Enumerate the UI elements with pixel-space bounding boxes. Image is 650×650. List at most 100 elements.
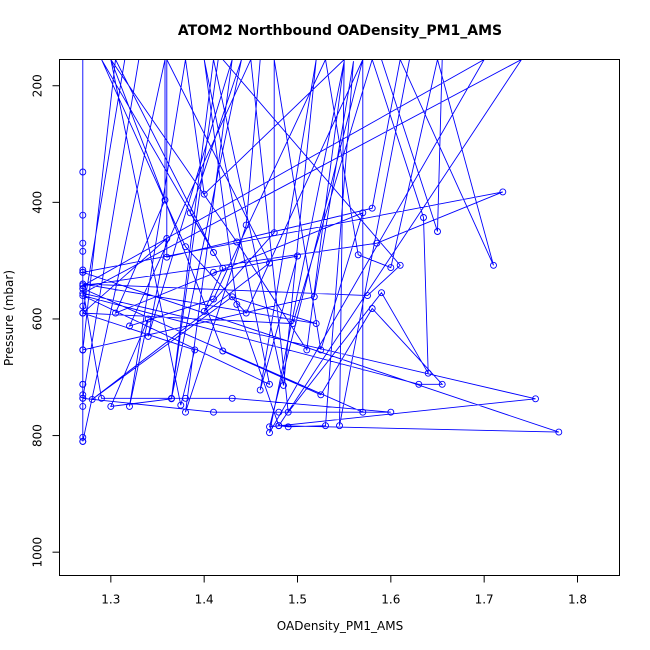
data-point: [186, 209, 194, 217]
plot-content: [79, 59, 563, 445]
data-point: [368, 305, 376, 312]
data-point: [336, 422, 343, 430]
data-point: [242, 309, 250, 317]
data-point: [168, 394, 175, 402]
data-point: [532, 395, 539, 403]
data-point: [256, 386, 264, 394]
data-point: [79, 239, 87, 247]
data-point: [396, 261, 404, 269]
data-point: [219, 264, 227, 272]
data-point: [210, 249, 217, 256]
data-point: [270, 229, 278, 237]
data-point: [79, 394, 87, 402]
data-point: [182, 394, 189, 402]
data-point: [359, 209, 367, 217]
data-point: [79, 391, 87, 399]
data-point: [228, 394, 236, 402]
data-point: [79, 282, 87, 290]
y-tick-label: 1000: [31, 537, 45, 568]
x-tick-label: 1.8: [568, 593, 587, 607]
data-point: [364, 292, 371, 300]
data-point: [79, 247, 87, 255]
data-point: [294, 252, 301, 260]
y-tick-label: 600: [31, 308, 45, 331]
data-point: [79, 380, 87, 388]
data-point: [322, 422, 329, 430]
data-point: [415, 380, 423, 388]
data-point: [79, 168, 87, 176]
x-tick-label: 1.4: [195, 593, 214, 607]
x-tick-label: 1.6: [381, 593, 400, 607]
data-point: [280, 381, 287, 389]
data-point: [242, 221, 250, 229]
y-tick-label: 200: [31, 74, 45, 97]
data-point: [79, 285, 87, 293]
data-point: [284, 423, 292, 431]
data-point: [200, 307, 208, 315]
data-point: [219, 347, 227, 355]
data-point: [312, 320, 320, 328]
data-point: [107, 402, 115, 410]
series-line: [81, 59, 559, 442]
data-point: [317, 346, 325, 354]
data-point: [387, 264, 395, 272]
data-point: [79, 292, 87, 300]
data-point: [126, 402, 133, 410]
data-point: [79, 346, 87, 354]
data-point: [275, 422, 283, 430]
data-point: [310, 293, 318, 301]
y-axis: 200 400 600 800 1000: [31, 74, 60, 567]
data-point: [200, 190, 208, 198]
data-point: [354, 251, 362, 259]
data-point: [289, 320, 297, 328]
data-point: [79, 437, 87, 445]
data-point: [98, 394, 105, 402]
data-point: [317, 391, 325, 399]
data-point: [79, 266, 87, 274]
data-point: [177, 401, 185, 409]
data-point: [387, 408, 395, 416]
y-axis-label: Pressure (mbar): [2, 270, 16, 366]
data-point: [499, 188, 507, 196]
data-point: [368, 204, 376, 212]
data-point: [79, 268, 87, 276]
data-point: [266, 259, 273, 267]
x-tick-label: 1.7: [475, 593, 494, 607]
data-point: [555, 428, 563, 436]
data-point: [163, 253, 171, 261]
data-point: [144, 332, 152, 340]
data-point: [303, 346, 311, 354]
data-point: [275, 408, 283, 416]
x-axis-label: OADensity_PM1_AMS: [277, 619, 403, 633]
y-tick-label: 800: [31, 424, 45, 447]
data-point: [373, 239, 381, 247]
data-point: [434, 228, 441, 235]
chart-title: ATOM2 Northbound OADensity_PM1_AMS: [178, 23, 502, 39]
data-point: [182, 243, 189, 251]
data-point: [359, 408, 367, 416]
data-point: [266, 429, 273, 437]
data-point: [233, 300, 241, 308]
data-point: [228, 293, 236, 301]
x-tick-label: 1.5: [288, 593, 307, 607]
x-tick-label: 1.3: [101, 593, 120, 607]
data-point: [88, 395, 96, 403]
data-point: [79, 433, 87, 441]
data-point: [126, 322, 133, 330]
data-point: [266, 380, 273, 388]
y-tick-label: 400: [31, 191, 45, 214]
data-point: [79, 402, 87, 410]
data-point: [284, 408, 292, 416]
data-point: [378, 289, 385, 297]
data-point: [79, 302, 87, 310]
data-point: [490, 261, 497, 269]
data-point: [79, 289, 87, 297]
data-point: [424, 369, 432, 377]
data-point: [112, 309, 119, 317]
data-point: [420, 214, 427, 221]
data-point: [79, 211, 87, 219]
data-point: [233, 238, 241, 246]
data-point: [210, 268, 217, 276]
